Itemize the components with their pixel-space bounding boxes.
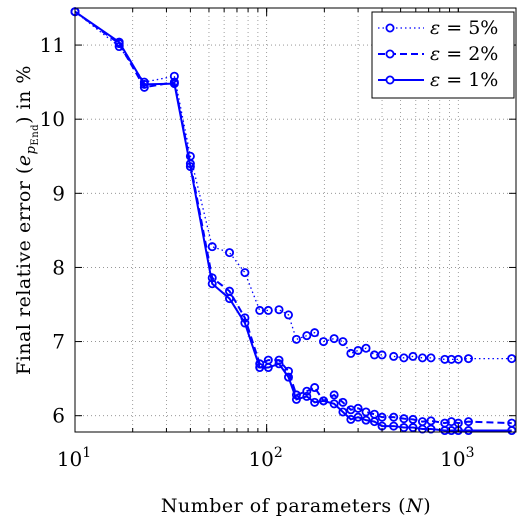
data-point [463, 354, 473, 364]
data-point [263, 363, 273, 373]
x-tick-label: 102 [248, 445, 282, 471]
data-point [338, 337, 348, 347]
data-point [463, 426, 473, 436]
series-line [74, 10, 512, 425]
data-point [274, 359, 284, 369]
data-point [302, 391, 312, 401]
data-point [361, 407, 371, 417]
series-line [74, 11, 512, 361]
data-point [207, 279, 217, 289]
data-point [338, 407, 348, 417]
data-point [240, 268, 250, 278]
data-point [291, 394, 301, 404]
data-point [389, 421, 399, 431]
y-tick-label: 7 [52, 330, 65, 354]
data-point [139, 79, 149, 89]
data-point [114, 37, 124, 47]
data-point [463, 417, 473, 427]
data-point [329, 399, 339, 409]
data-point [310, 397, 320, 407]
data-point [283, 372, 293, 382]
y-tick-label: 6 [52, 404, 65, 428]
plot-frame [74, 7, 517, 433]
data-point [426, 353, 436, 363]
data-point [377, 412, 387, 422]
y-tick-label: 10 [40, 107, 65, 131]
data-point [185, 162, 195, 172]
data-point [302, 331, 312, 341]
data-point [408, 414, 418, 424]
data-point [353, 345, 363, 355]
data-point [329, 390, 339, 400]
data-point [507, 354, 517, 364]
data-point [319, 337, 329, 347]
data-point [389, 351, 399, 361]
data-point [399, 423, 409, 433]
legend-label: ε = 1% [430, 69, 498, 91]
data-point [255, 363, 265, 373]
y-axis-title: Final relative error (epEnd) in % [13, 65, 41, 375]
x-tick-label: 101 [57, 445, 91, 471]
data-point [361, 415, 371, 425]
y-tick-label: 9 [52, 181, 65, 205]
data-point [426, 424, 436, 434]
data-point [353, 412, 363, 422]
data-point [369, 417, 379, 427]
series-group [70, 7, 517, 436]
data-point [329, 334, 339, 344]
data-point [417, 424, 427, 434]
legend-label: ε = 2% [430, 43, 498, 65]
data-point [399, 414, 409, 424]
data-point [338, 397, 348, 407]
data-point [274, 305, 284, 315]
data-point [408, 351, 418, 361]
data-point [263, 305, 273, 315]
data-point [319, 396, 329, 406]
data-point [507, 426, 517, 436]
data-point [353, 403, 363, 413]
axes: 6 7 8 9 10 11 101 102 103 Number of parameters (N… [13, 8, 517, 516]
data-point [389, 412, 399, 422]
data-point [255, 305, 265, 315]
data-point [225, 294, 235, 304]
x-axis-title: Number of parameters (N) [161, 495, 431, 516]
data-point [207, 242, 217, 252]
legend-label: ε = 5% [430, 17, 498, 39]
data-point [225, 248, 235, 258]
data-point [453, 354, 463, 364]
grid-lines [74, 8, 517, 432]
legend-swatch-marker [385, 23, 395, 33]
data-point [361, 343, 371, 353]
legend: ε = 5% ε = 2% ε = 1% [371, 11, 515, 99]
data-point [408, 423, 418, 433]
y-tick-label: 8 [52, 255, 65, 279]
legend-swatch-marker [385, 49, 395, 59]
data-point [283, 310, 293, 320]
data-point [302, 386, 312, 396]
data-point [426, 416, 436, 426]
data-point [240, 318, 250, 328]
data-point [377, 350, 387, 360]
x-tick-label: 103 [440, 445, 474, 471]
data-point [399, 353, 409, 363]
data-point [169, 79, 179, 89]
data-point [417, 353, 427, 363]
legend-swatch-marker [385, 75, 395, 85]
data-point [346, 348, 356, 358]
data-point [310, 328, 320, 338]
data-point [310, 383, 320, 393]
data-point [291, 334, 301, 344]
y-tick-label: 11 [40, 33, 65, 57]
